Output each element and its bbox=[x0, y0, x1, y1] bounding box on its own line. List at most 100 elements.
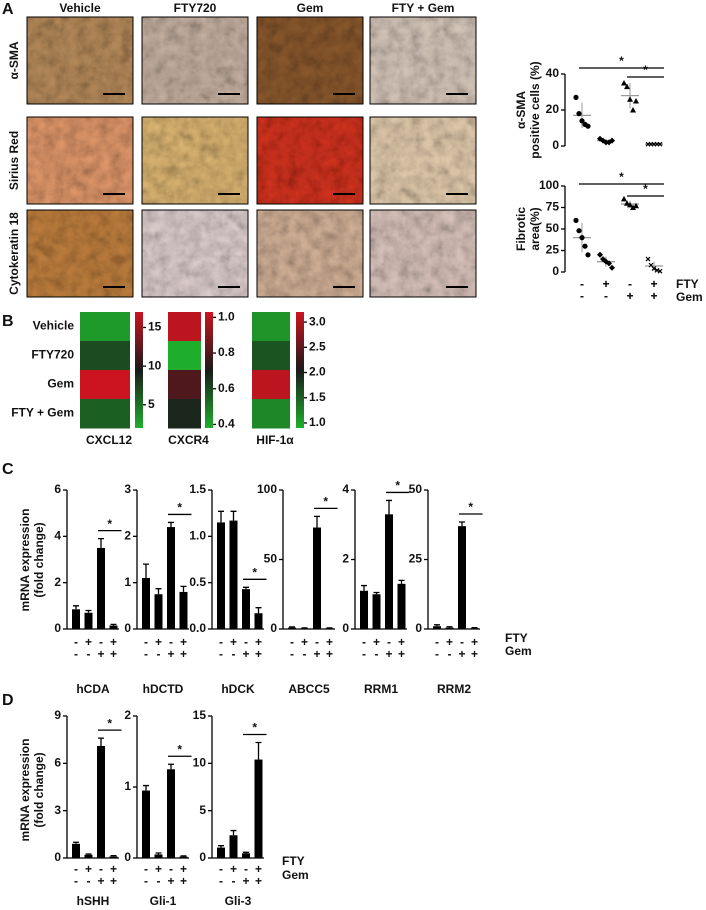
colorbar-tick-label: 0.6 bbox=[218, 381, 235, 395]
y-tick-label: 0 bbox=[54, 621, 61, 635]
y-tick-label: 2 bbox=[54, 575, 61, 589]
condition-sign: - bbox=[580, 289, 584, 303]
condition-sign: - bbox=[219, 635, 223, 649]
condition-sign: - bbox=[144, 635, 148, 649]
point bbox=[585, 123, 591, 129]
micrograph bbox=[257, 17, 363, 104]
error-bar bbox=[373, 591, 380, 595]
y-tick-label: 0 bbox=[552, 264, 559, 278]
colorbar bbox=[296, 312, 304, 428]
y-tick-label: 40 bbox=[546, 66, 560, 80]
x-axis-label: Gli-1 bbox=[150, 894, 177, 908]
condition-sign: + bbox=[167, 874, 174, 888]
condition-sign: - bbox=[99, 635, 103, 649]
y-axis-label: (fold change) bbox=[32, 522, 46, 597]
y-axis-label: positive cells (%) bbox=[528, 61, 542, 158]
bar bbox=[72, 609, 80, 629]
heatmap-cell bbox=[80, 399, 130, 429]
condition-sign: - bbox=[87, 874, 91, 888]
error-bar bbox=[386, 499, 392, 515]
bar bbox=[109, 625, 118, 629]
condition-sign: - bbox=[244, 862, 248, 876]
point bbox=[579, 118, 585, 124]
heatmap-cell bbox=[80, 341, 130, 371]
y-tick-label: 100 bbox=[539, 178, 559, 192]
micrograph-frame bbox=[369, 209, 477, 298]
point bbox=[645, 256, 651, 262]
y-tick-label: 0 bbox=[124, 621, 131, 635]
condition-sign: + bbox=[398, 635, 405, 649]
error-bar bbox=[255, 607, 262, 614]
condition-sign: - bbox=[580, 277, 584, 291]
error-bar bbox=[110, 623, 117, 626]
error-bar bbox=[459, 521, 465, 527]
condition-sign: - bbox=[74, 874, 78, 888]
micrograph-frame bbox=[141, 16, 249, 105]
bar bbox=[397, 583, 406, 629]
bar bbox=[254, 759, 263, 858]
error-bar bbox=[255, 741, 262, 760]
condition-label: FTY bbox=[505, 631, 528, 645]
point bbox=[630, 204, 636, 210]
heatmap-cell bbox=[80, 312, 130, 342]
significance-star: * bbox=[643, 182, 648, 196]
error-bar bbox=[73, 841, 79, 844]
colorbar-tick-label: 10 bbox=[148, 358, 162, 372]
point bbox=[609, 137, 615, 144]
significance-star: * bbox=[252, 721, 257, 735]
point bbox=[630, 107, 636, 113]
significance-star: * bbox=[619, 54, 624, 68]
micrograph bbox=[370, 210, 476, 297]
condition-sign: - bbox=[460, 635, 464, 649]
heatmap-cell bbox=[168, 399, 201, 429]
condition-sign: - bbox=[628, 277, 632, 291]
row-label: Vehicle bbox=[33, 319, 75, 333]
condition-sign: - bbox=[157, 647, 161, 661]
error-bar bbox=[361, 584, 367, 591]
micrograph bbox=[27, 17, 133, 104]
y-tick-label: 10 bbox=[193, 756, 207, 770]
point bbox=[633, 202, 639, 209]
y-axis-label: (fold change) bbox=[32, 752, 46, 827]
condition-sign: - bbox=[232, 647, 236, 661]
significance-star: * bbox=[643, 63, 648, 77]
error-bar bbox=[230, 829, 237, 836]
y-tick-label: 2 bbox=[342, 552, 349, 566]
bar bbox=[167, 769, 175, 858]
row-label: Sirius Red bbox=[7, 131, 21, 190]
column-header: FTY720 bbox=[174, 1, 217, 15]
condition-sign: + bbox=[155, 862, 162, 876]
point bbox=[624, 83, 630, 90]
error-bar bbox=[180, 855, 187, 857]
significance-star: * bbox=[107, 716, 112, 730]
condition-sign: - bbox=[580, 289, 584, 303]
y-axis-label: Fibrotic bbox=[514, 207, 528, 251]
micrograph bbox=[27, 117, 133, 204]
y-tick-label: 1 bbox=[124, 779, 131, 793]
error-bar bbox=[218, 845, 224, 848]
error-bar bbox=[180, 585, 187, 592]
point bbox=[606, 260, 612, 267]
y-tick-label: 4 bbox=[54, 529, 61, 543]
y-tick-label: 0 bbox=[54, 850, 61, 864]
condition-sign: - bbox=[290, 647, 294, 661]
bar bbox=[179, 591, 188, 629]
condition-sign: + bbox=[242, 647, 249, 661]
y-tick-label: 50 bbox=[546, 221, 560, 235]
error-bar bbox=[471, 626, 478, 629]
error-bar bbox=[98, 737, 104, 746]
y-tick-label: 2 bbox=[124, 708, 131, 722]
error-bar bbox=[110, 854, 117, 857]
condition-sign: + bbox=[471, 635, 478, 649]
y-tick-label: 6 bbox=[54, 756, 61, 770]
heatmap-cell bbox=[80, 370, 130, 400]
condition-sign: + bbox=[180, 862, 187, 876]
y-axis-label: α-SMA bbox=[514, 91, 528, 129]
condition-sign: - bbox=[144, 862, 148, 876]
condition-sign: + bbox=[326, 647, 333, 661]
point bbox=[573, 94, 579, 100]
error-bar bbox=[73, 605, 79, 610]
significance-star: * bbox=[177, 742, 182, 756]
row-label: FTY + Gem bbox=[11, 406, 74, 420]
